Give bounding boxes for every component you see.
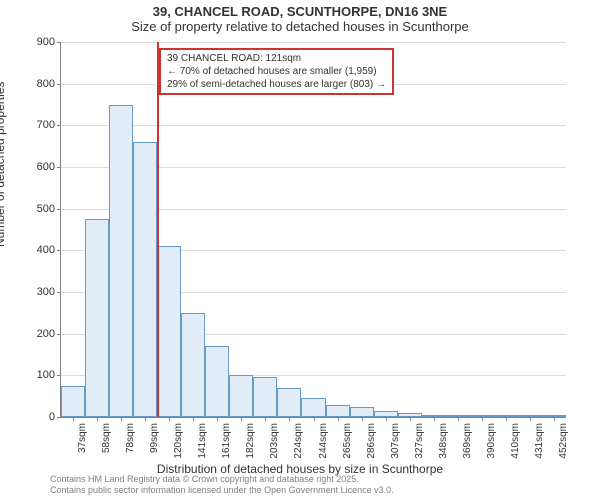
ytick-mark: [57, 209, 61, 210]
xtick-label: 99sqm: [149, 423, 160, 453]
xtick-mark: [97, 417, 98, 421]
ytick-label: 200: [37, 328, 55, 340]
ytick-mark: [57, 292, 61, 293]
histogram-bar: [229, 375, 253, 417]
xtick-mark: [145, 417, 146, 421]
xtick-label: 244sqm: [318, 423, 329, 459]
title-block: 39, CHANCEL ROAD, SCUNTHORPE, DN16 3NE S…: [0, 0, 600, 34]
histogram-bar: [277, 388, 301, 417]
marker-line: [157, 42, 159, 417]
xtick-label: 161sqm: [221, 423, 232, 459]
xtick-label: 265sqm: [342, 423, 353, 459]
xtick-mark: [217, 417, 218, 421]
ytick-label: 600: [37, 161, 55, 173]
grid-line: [61, 125, 566, 126]
xtick-label: 120sqm: [173, 423, 184, 459]
histogram-bar: [350, 407, 374, 417]
xtick-mark: [554, 417, 555, 421]
xtick-label: 348sqm: [438, 423, 449, 459]
footer-line1: Contains HM Land Registry data © Crown c…: [50, 474, 394, 485]
xtick-mark: [265, 417, 266, 421]
xtick-label: 452sqm: [558, 423, 569, 459]
xtick-mark: [121, 417, 122, 421]
ytick-label: 100: [37, 369, 55, 381]
annotation-line2: ← 70% of detached houses are smaller (1,…: [167, 65, 386, 78]
ytick-label: 300: [37, 286, 55, 298]
xtick-label: 37sqm: [77, 423, 88, 453]
title-sub: Size of property relative to detached ho…: [0, 19, 600, 34]
xtick-label: 203sqm: [269, 423, 280, 459]
ytick-mark: [57, 417, 61, 418]
ytick-label: 400: [37, 244, 55, 256]
xtick-mark: [362, 417, 363, 421]
xtick-label: 431sqm: [534, 423, 545, 459]
xtick-label: 390sqm: [486, 423, 497, 459]
xtick-mark: [506, 417, 507, 421]
annotation-line3: 29% of semi-detached houses are larger (…: [167, 78, 386, 91]
ytick-label: 500: [37, 203, 55, 215]
xtick-label: 307sqm: [390, 423, 401, 459]
histogram-bar: [301, 398, 325, 417]
ytick-label: 800: [37, 78, 55, 90]
xtick-label: 224sqm: [293, 423, 304, 459]
xtick-mark: [410, 417, 411, 421]
histogram-bar: [109, 105, 133, 418]
histogram-bar: [253, 377, 277, 417]
ytick-mark: [57, 250, 61, 251]
title-main: 39, CHANCEL ROAD, SCUNTHORPE, DN16 3NE: [0, 4, 600, 19]
xtick-mark: [530, 417, 531, 421]
xtick-label: 327sqm: [414, 423, 425, 459]
xtick-mark: [338, 417, 339, 421]
grid-line: [61, 42, 566, 43]
histogram-bar: [181, 313, 205, 417]
plot-area: 010020030040050060070080090037sqm58sqm78…: [60, 42, 566, 418]
histogram-bar: [85, 219, 109, 417]
xtick-label: 141sqm: [197, 423, 208, 459]
histogram-bar: [157, 246, 181, 417]
ytick-mark: [57, 125, 61, 126]
xtick-mark: [314, 417, 315, 421]
annotation-box: 39 CHANCEL ROAD: 121sqm ← 70% of detache…: [159, 48, 394, 95]
xtick-mark: [169, 417, 170, 421]
ytick-mark: [57, 334, 61, 335]
footer-line2: Contains public sector information licen…: [50, 485, 394, 496]
xtick-label: 286sqm: [366, 423, 377, 459]
histogram-bar: [61, 386, 85, 417]
xtick-label: 369sqm: [462, 423, 473, 459]
footer-note: Contains HM Land Registry data © Crown c…: [50, 474, 394, 496]
ytick-mark: [57, 375, 61, 376]
histogram-bar: [205, 346, 229, 417]
annotation-line1: 39 CHANCEL ROAD: 121sqm: [167, 52, 386, 65]
xtick-mark: [458, 417, 459, 421]
xtick-mark: [434, 417, 435, 421]
ytick-label: 0: [49, 411, 55, 423]
xtick-label: 58sqm: [101, 423, 112, 453]
xtick-label: 182sqm: [245, 423, 256, 459]
ytick-mark: [57, 42, 61, 43]
histogram-bar: [133, 142, 157, 417]
xtick-mark: [482, 417, 483, 421]
xtick-mark: [193, 417, 194, 421]
ytick-label: 900: [37, 36, 55, 48]
y-axis-label: Number of detached properties: [0, 227, 7, 247]
ytick-label: 700: [37, 119, 55, 131]
xtick-mark: [241, 417, 242, 421]
xtick-label: 410sqm: [510, 423, 521, 459]
chart-container: 39, CHANCEL ROAD, SCUNTHORPE, DN16 3NE S…: [0, 0, 600, 500]
xtick-mark: [289, 417, 290, 421]
histogram-bar: [326, 405, 350, 418]
xtick-mark: [73, 417, 74, 421]
ytick-mark: [57, 84, 61, 85]
ytick-mark: [57, 167, 61, 168]
xtick-label: 78sqm: [125, 423, 136, 453]
xtick-mark: [386, 417, 387, 421]
